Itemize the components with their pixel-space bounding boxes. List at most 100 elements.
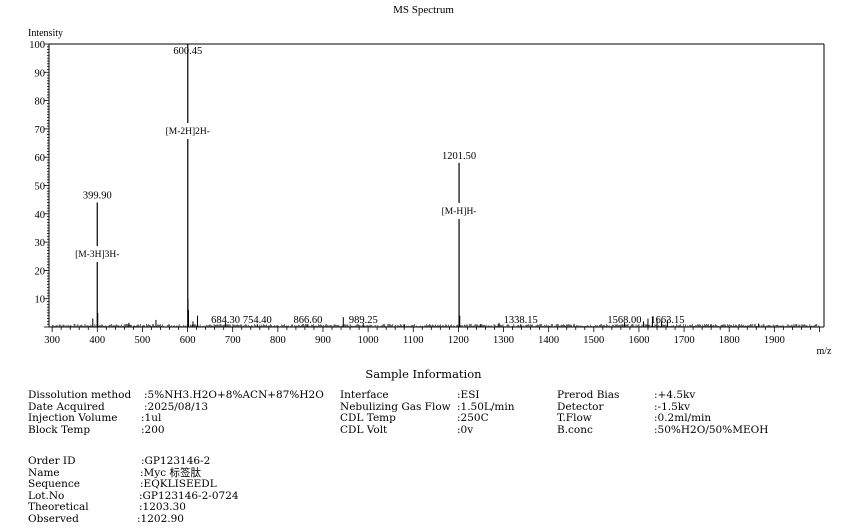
order-info: Order ID :GP123146-2 Name :Myc 标签肽 Sequenc… bbox=[28, 455, 328, 526]
y-tick-label: 60 bbox=[35, 153, 46, 164]
x-tick-label: 300 bbox=[44, 335, 60, 346]
x-tick-label: 1400 bbox=[538, 335, 559, 346]
order-row: Observed :1202.90 bbox=[28, 512, 328, 526]
order-key: Theoretical bbox=[28, 501, 89, 513]
info-row: Detector :-1.5kv bbox=[557, 400, 817, 414]
info-value: :-1.5kv bbox=[654, 400, 691, 413]
order-row: Order ID :GP123146-2 bbox=[28, 455, 328, 468]
peak-annotation: [M-2H]2H- bbox=[166, 127, 210, 137]
y-tick-label: 80 bbox=[35, 97, 46, 108]
info-key: Injection Volume bbox=[28, 412, 118, 424]
x-tick-label: 500 bbox=[135, 335, 151, 346]
y-axis-label: Intensity bbox=[28, 28, 63, 39]
info-key: Prerod Bias bbox=[557, 389, 620, 401]
sample-info-col2: Interface :ESI Nebulizing Gas Flow:1.50L/… bbox=[340, 389, 550, 437]
info-value: :250C bbox=[457, 412, 489, 424]
info-value: :5%NH3.H2O+8%ACN+87%H2O bbox=[144, 389, 324, 401]
order-key: Name bbox=[28, 466, 60, 479]
x-tick-label: 1800 bbox=[719, 335, 740, 346]
peak-annotation: [M-H]H- bbox=[442, 207, 477, 217]
peak-label: 989.25 bbox=[349, 315, 378, 326]
x-tick-label: 400 bbox=[89, 335, 105, 346]
info-value: :200 bbox=[141, 423, 165, 436]
order-key: Observed bbox=[28, 512, 79, 525]
x-tick-label: 1300 bbox=[493, 335, 514, 346]
info-row: Date Acquired :2025/08/13 bbox=[28, 400, 328, 414]
peak-labels: [M-3H]3H- 399.90 [M-2H]2H- 600.45 684.30 754.… bbox=[75, 46, 684, 326]
info-key: Detector bbox=[557, 400, 604, 413]
order-row: Sequence :EQKLISEEDL bbox=[28, 478, 328, 491]
info-value: :1ul bbox=[141, 412, 162, 424]
x-tick-label: 600 bbox=[180, 335, 196, 346]
order-key: Lot.No bbox=[28, 489, 65, 502]
info-row: T.Flow :0.2ml/min bbox=[557, 412, 817, 425]
peak-label: 399.90 bbox=[83, 190, 112, 201]
order-value: :GP123146-2 bbox=[141, 455, 211, 467]
peak-annotation: [M-3H]3H- bbox=[75, 250, 119, 260]
y-tick-label: 30 bbox=[35, 238, 46, 249]
info-value: :ESI bbox=[457, 389, 480, 401]
info-row: Injection Volume :1ul bbox=[28, 412, 328, 425]
y-tick-label: 10 bbox=[35, 295, 46, 306]
info-row: B.conc :50%H2O/50%MEOH bbox=[557, 423, 817, 437]
info-key: Dissolution method bbox=[28, 389, 132, 401]
y-tick-label: 40 bbox=[35, 210, 46, 221]
info-value: :50%H2O/50%MEOH bbox=[654, 423, 769, 436]
info-row: Nebulizing Gas Flow:1.50L/min bbox=[340, 400, 550, 414]
sample-info-title: Sample Information bbox=[365, 367, 482, 381]
info-row: Dissolution method :5%NH3.H2O+8%ACN+87%H2… bbox=[28, 389, 328, 402]
order-value: :GP123146-2-0724 bbox=[139, 489, 239, 502]
peak-label: 1338.15 bbox=[504, 315, 538, 326]
x-tick-label: 1700 bbox=[674, 335, 695, 346]
order-row: Lot.No :GP123146-2-0724 bbox=[28, 489, 328, 503]
info-key: Nebulizing Gas Flow bbox=[340, 400, 451, 413]
info-value: :0.2ml/min bbox=[654, 412, 712, 424]
order-value: :1203.30 bbox=[139, 501, 186, 513]
info-key: B.conc bbox=[557, 423, 593, 436]
sample-info-col1: Dissolution method :5%NH3.H2O+8%ACN+87%H2… bbox=[28, 389, 328, 437]
order-value: :Myc 标签肽 bbox=[140, 466, 201, 479]
x-tick-label: 800 bbox=[270, 335, 286, 346]
order-row: Theoretical :1203.30 bbox=[28, 501, 328, 514]
chart-title: MS Spectrum bbox=[393, 4, 454, 16]
x-tick-label: 1200 bbox=[448, 335, 469, 346]
sample-info-col3: Prerod Bias :+4.5kv Detector :-1.5kv T.Flo… bbox=[557, 389, 817, 437]
x-tick-label: 1100 bbox=[403, 335, 424, 346]
info-key: CDL Temp bbox=[340, 412, 396, 424]
order-row: Name :Myc 标签肽 bbox=[28, 466, 328, 480]
y-tick-label: 100 bbox=[29, 40, 45, 51]
x-tick-label: 700 bbox=[225, 335, 241, 346]
x-tick-label: 1900 bbox=[764, 335, 785, 346]
ms-spectrum-chart: Intensity 10 20 30 40 50 60 70 80 90 100 300 400 500 6… bbox=[28, 28, 832, 357]
peak-label: 684.30 bbox=[211, 315, 240, 326]
x-axis-label: m/z bbox=[817, 346, 833, 357]
order-key: Sequence bbox=[28, 478, 80, 490]
info-row: Block Temp :200 bbox=[28, 423, 328, 437]
y-tick-label: 90 bbox=[35, 68, 46, 79]
peak-label: 866.60 bbox=[293, 315, 322, 326]
info-value: :0v bbox=[457, 423, 474, 436]
order-value: :1202.90 bbox=[137, 512, 184, 525]
info-key: T.Flow bbox=[557, 412, 592, 424]
info-row: CDL Volt :0v bbox=[340, 423, 550, 437]
info-key: CDL Volt bbox=[340, 423, 388, 436]
peak-label: 1663.15 bbox=[650, 315, 684, 326]
info-row: Prerod Bias :+4.5kv bbox=[557, 389, 817, 402]
info-value: :+4.5kv bbox=[654, 389, 696, 401]
x-tick-label: 1000 bbox=[358, 335, 379, 346]
peak-label: 1568.00 bbox=[607, 315, 641, 326]
y-tick-label: 50 bbox=[35, 182, 46, 193]
order-key: Order ID bbox=[28, 455, 76, 467]
peak-label: 754.40 bbox=[243, 315, 272, 326]
x-tick-label: 1500 bbox=[583, 335, 604, 346]
order-value: :EQKLISEEDL bbox=[140, 478, 217, 490]
chart-peaks bbox=[51, 44, 820, 327]
x-tick-label: 1600 bbox=[628, 335, 649, 346]
info-key: Date Acquired bbox=[28, 400, 105, 413]
y-tick-label: 20 bbox=[35, 266, 46, 277]
chart-axes: Intensity 10 20 30 40 50 60 70 80 90 100 300 400 500 6… bbox=[28, 28, 832, 357]
info-value: :2025/08/13 bbox=[144, 400, 209, 413]
info-row: Interface :ESI bbox=[340, 389, 550, 402]
info-key: Block Temp bbox=[28, 423, 91, 436]
info-key: Interface bbox=[340, 389, 389, 401]
